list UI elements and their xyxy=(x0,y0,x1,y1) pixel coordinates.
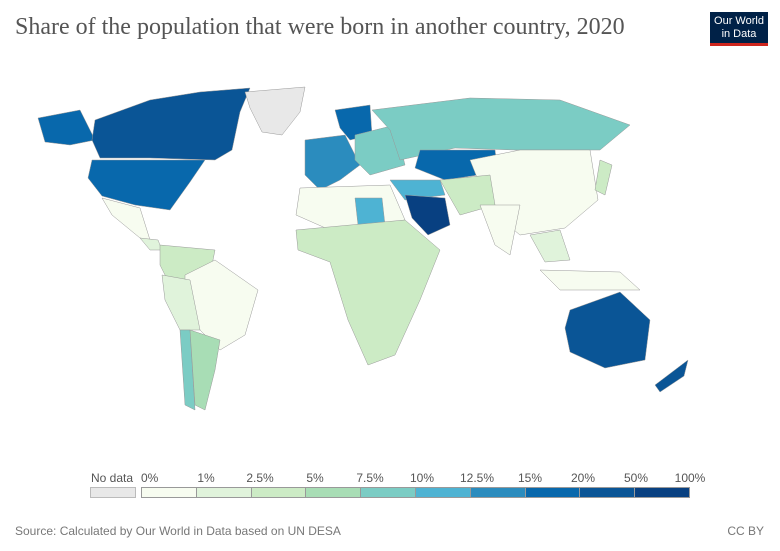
country-russia[interactable] xyxy=(371,97,631,161)
legend-bin[interactable] xyxy=(306,488,362,497)
country-greenland[interactable] xyxy=(244,86,306,136)
legend-tick: 2.5% xyxy=(246,471,274,485)
country-middle-east[interactable] xyxy=(389,179,446,201)
legend-tick: 0% xyxy=(141,471,159,485)
world-map xyxy=(37,86,689,411)
country-new-zealand[interactable] xyxy=(654,359,689,393)
legend-bin[interactable] xyxy=(196,488,252,497)
legend-bin[interactable] xyxy=(361,488,416,497)
source-note: Source: Calculated by Our World in Data … xyxy=(15,524,341,538)
country-central-america[interactable] xyxy=(139,237,163,251)
legend-bin[interactable] xyxy=(635,488,689,497)
country-europe-west[interactable] xyxy=(304,134,361,191)
legend-tick: 1% xyxy=(197,471,215,485)
country-southeast-asia[interactable] xyxy=(529,229,571,263)
owid-logo[interactable]: Our World in Data xyxy=(710,12,768,46)
license-label[interactable]: CC BY xyxy=(727,524,764,538)
legend-bin[interactable] xyxy=(580,488,636,497)
legend-no-data-swatch[interactable] xyxy=(90,487,136,498)
legend-tick: 7.5% xyxy=(356,471,384,485)
country-indonesia[interactable] xyxy=(539,269,641,291)
country-australia[interactable] xyxy=(564,291,651,369)
chart-title: Share of the population that were born i… xyxy=(15,14,625,40)
legend-tick: 50% xyxy=(623,471,649,485)
country-canada[interactable] xyxy=(91,87,251,161)
country-india[interactable] xyxy=(479,204,521,256)
legend-color-bar xyxy=(141,487,690,498)
country-japan[interactable] xyxy=(594,159,613,196)
logo-line2: in Data xyxy=(721,28,757,40)
country-sub-saharan[interactable] xyxy=(295,219,441,366)
legend-bin[interactable] xyxy=(470,488,526,497)
legend-bin[interactable] xyxy=(525,488,581,497)
country-usa[interactable] xyxy=(87,159,206,211)
legend-tick: 20% xyxy=(570,471,596,485)
legend-tick: 12.5% xyxy=(459,471,495,485)
country-argentina[interactable] xyxy=(189,329,221,411)
legend-no-data-label: No data xyxy=(90,471,134,485)
country-libya[interactable] xyxy=(354,197,386,226)
legend-tick: 15% xyxy=(517,471,543,485)
legend-tick: 5% xyxy=(306,471,324,485)
legend-bin[interactable] xyxy=(142,488,197,497)
legend-tick: 100% xyxy=(674,471,706,485)
legend-bin[interactable] xyxy=(415,488,471,497)
legend-bin[interactable] xyxy=(251,488,307,497)
country-alaska[interactable] xyxy=(37,109,96,146)
legend-tick: 10% xyxy=(409,471,435,485)
country-saudi-arabia[interactable] xyxy=(404,194,451,236)
logo-line1: Our World xyxy=(714,15,764,27)
